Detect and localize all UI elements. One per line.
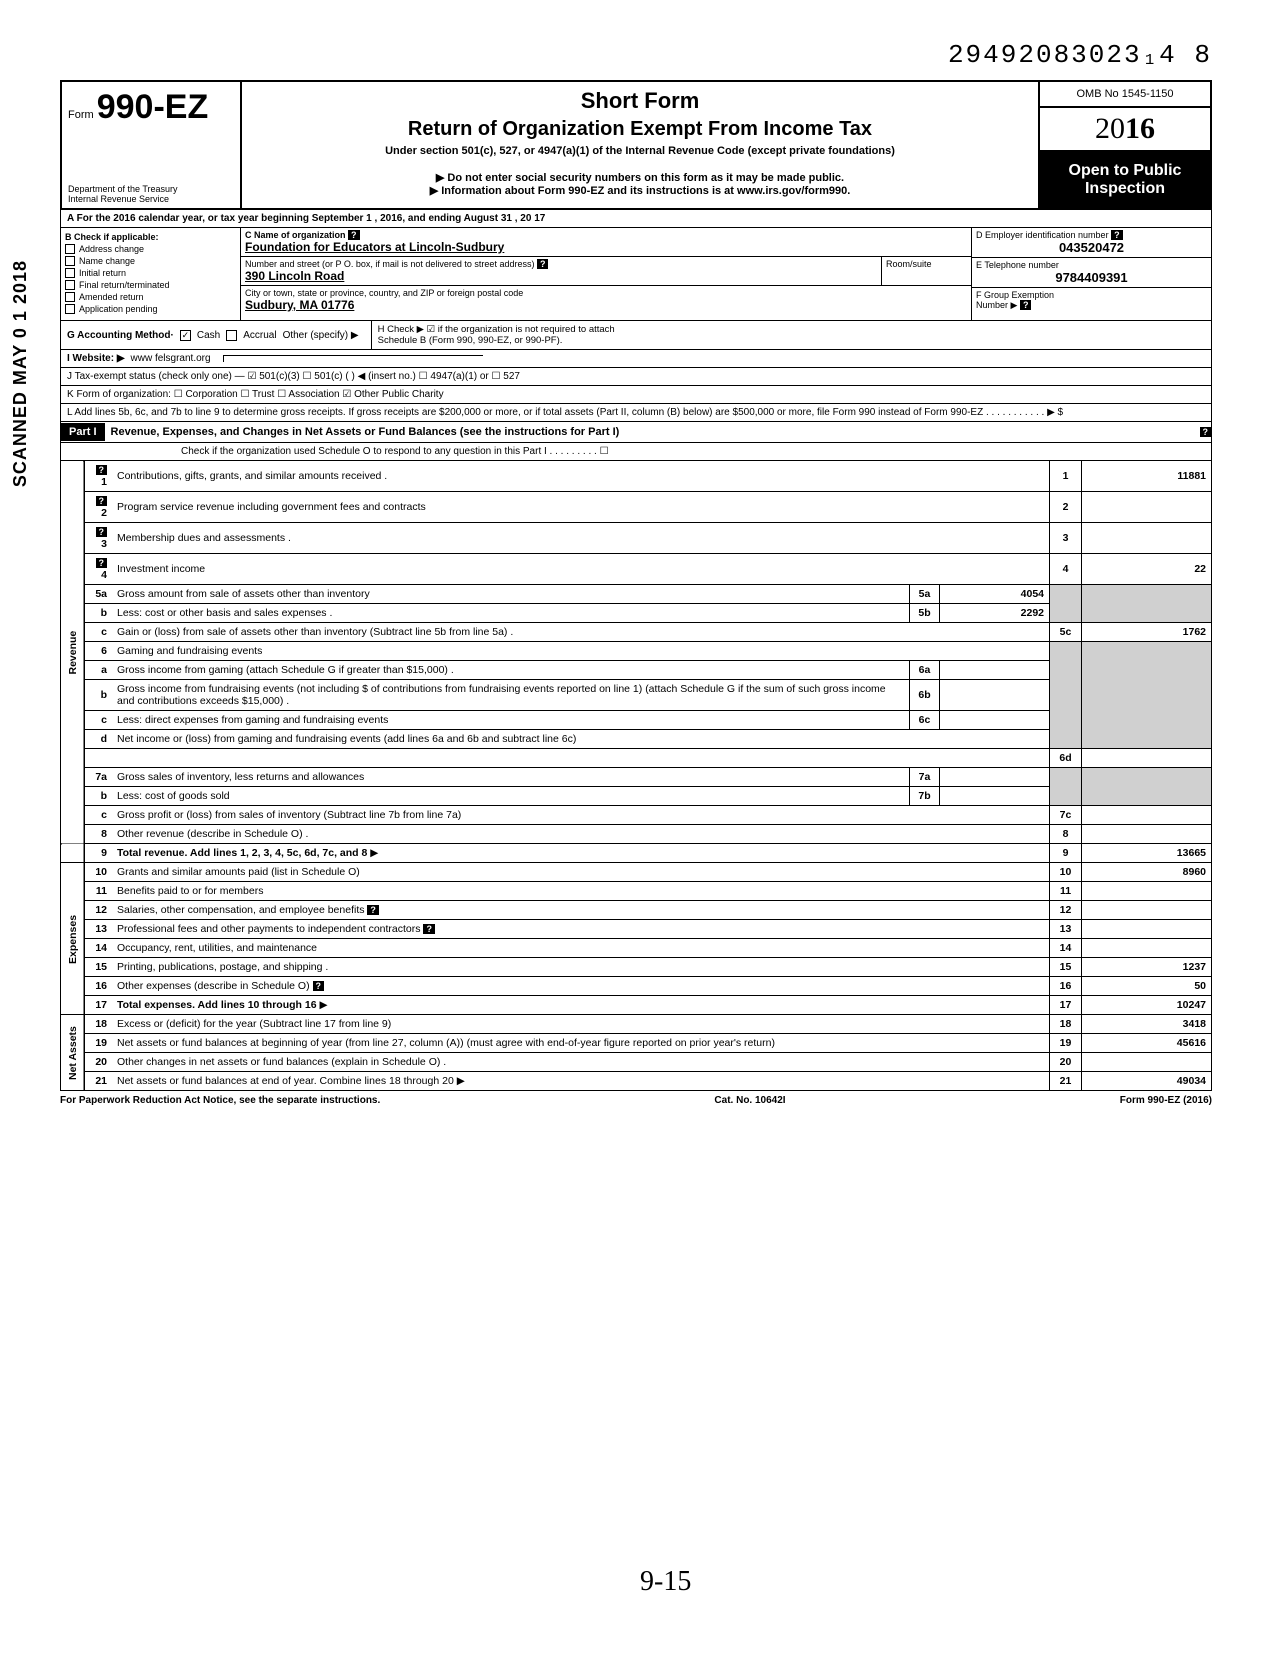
lines-table: Revenue ? 1 Contributions, gifts, grants… [60, 461, 1212, 1091]
section-b: B Check if applicable: Address change Na… [61, 228, 241, 320]
help-icon[interactable]: ? [348, 230, 360, 240]
part1-header: Part I Revenue, Expenses, and Changes in… [60, 422, 1212, 443]
checkbox[interactable] [65, 280, 75, 290]
row-a-tax-year: A For the 2016 calendar year, or tax yea… [60, 210, 1212, 228]
checkbox[interactable] [65, 256, 75, 266]
cash-label: Cash [197, 330, 220, 341]
form-title: Return of Organization Exempt From Incom… [246, 118, 1034, 141]
checkbox[interactable] [65, 268, 75, 278]
org-street: 390 Lincoln Road [245, 269, 344, 283]
row-l: L Add lines 5b, 6c, and 7b to line 9 to … [60, 404, 1212, 422]
website-value: www felsgrant.org [131, 353, 211, 364]
chk-label: Initial return [79, 268, 126, 278]
org-name: Foundation for Educators at Lincoln-Sudb… [245, 240, 504, 254]
form-prefix: Form [68, 109, 94, 121]
side-netassets: Net Assets [61, 1015, 85, 1091]
checkbox[interactable] [65, 244, 75, 254]
ein-value: 043520472 [976, 240, 1207, 255]
section-b-label: B Check if applicable: [65, 232, 236, 242]
checkbox-cash[interactable] [180, 330, 191, 341]
scan-stamp: SCANNED MAY 0 1 2018 [10, 260, 31, 487]
f-label: F Group Exemption [976, 290, 1054, 300]
open-to-public: Open to Public Inspection [1040, 152, 1210, 208]
accrual-label: Accrual [243, 330, 276, 341]
dept-label: Department of the Treasury Internal Reve… [68, 184, 178, 204]
row-h: H Check ▶ ☑ if the organization is not r… [371, 321, 631, 349]
part1-title: Revenue, Expenses, and Changes in Net As… [105, 422, 1200, 442]
footer-mid: Cat. No. 10642I [714, 1095, 785, 1106]
other-label: Other (specify) ▶ [283, 330, 359, 341]
short-form-label: Short Form [246, 88, 1034, 114]
help-icon[interactable]: ? [1200, 427, 1212, 437]
phone-value: 9784409391 [976, 270, 1207, 285]
row-g: G Accounting Method· Cash Accrual Other … [60, 321, 1212, 350]
part1-checkline: Check if the organization used Schedule … [60, 443, 1212, 461]
footer-right: Form 990-EZ (2016) [1120, 1095, 1212, 1106]
c-city-label: City or town, state or province, country… [245, 288, 523, 298]
tax-year: 2016 [1040, 108, 1210, 152]
f-label2: Number ▶ [976, 300, 1017, 310]
checkbox[interactable] [65, 292, 75, 302]
chk-label: Application pending [79, 304, 158, 314]
room-suite-label: Room/suite [881, 257, 971, 285]
chk-label: Name change [79, 256, 135, 266]
chk-label: Address change [79, 244, 144, 254]
checkbox-accrual[interactable] [226, 330, 237, 341]
section-def: D Employer identification number ? 04352… [971, 228, 1211, 320]
form-note-1: ▶ Do not enter social security numbers o… [246, 171, 1034, 184]
side-expenses: Expenses [61, 863, 85, 1015]
e-label: E Telephone number [976, 260, 1059, 270]
g-label: G Accounting Method· [67, 330, 174, 341]
chk-label: Amended return [79, 292, 144, 302]
help-icon[interactable]: ? [1111, 230, 1123, 240]
omb-number: OMB No 1545-1150 [1040, 82, 1210, 108]
block-bcdef: B Check if applicable: Address change Na… [60, 228, 1212, 321]
help-icon[interactable]: ? [1020, 300, 1032, 310]
row-j: J Tax-exempt status (check only one) — ☑… [60, 368, 1212, 386]
handwriting: 9-15 [640, 1566, 691, 1598]
page-footer: For Paperwork Reduction Act Notice, see … [60, 1095, 1212, 1106]
form-number: 990-EZ [97, 88, 209, 126]
document-stamp-number: 29492083023₁4 8 [60, 40, 1212, 70]
form-header: Form 990-EZ Department of the Treasury I… [60, 80, 1212, 210]
section-c: C Name of organization ? Foundation for … [241, 228, 971, 320]
form-note-2: ▶ Information about Form 990-EZ and its … [246, 184, 1034, 197]
c-street-label: Number and street (or P O. box, if mail … [245, 259, 534, 269]
part1-badge: Part I [61, 423, 105, 441]
row-i: I Website: ▶ www felsgrant.org [60, 350, 1212, 368]
form-subtitle: Under section 501(c), 527, or 4947(a)(1)… [246, 145, 1034, 157]
checkbox[interactable] [65, 304, 75, 314]
footer-left: For Paperwork Reduction Act Notice, see … [60, 1095, 380, 1106]
i-label: I Website: ▶ [67, 353, 125, 364]
side-revenue: Revenue [61, 461, 85, 844]
org-city: Sudbury, MA 01776 [245, 298, 354, 312]
c-name-label: C Name of organization [245, 230, 346, 240]
chk-label: Final return/terminated [79, 280, 170, 290]
d-label: D Employer identification number [976, 230, 1109, 240]
help-icon[interactable]: ? [537, 259, 549, 269]
row-k: K Form of organization: ☐ Corporation ☐ … [60, 386, 1212, 404]
